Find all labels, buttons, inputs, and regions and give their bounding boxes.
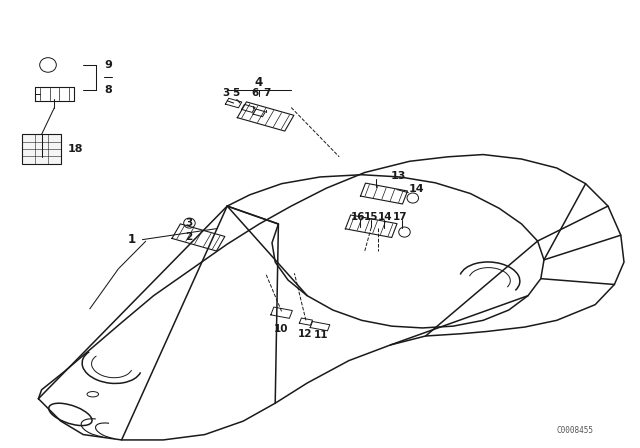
Text: 8: 8 xyxy=(104,85,112,95)
Text: 14: 14 xyxy=(378,212,392,222)
Text: 5: 5 xyxy=(232,88,239,98)
Text: 12: 12 xyxy=(298,329,312,339)
Text: 13: 13 xyxy=(390,171,406,181)
Text: 17: 17 xyxy=(393,212,408,222)
Text: 3: 3 xyxy=(223,88,230,98)
Text: C0008455: C0008455 xyxy=(557,426,594,435)
Text: 10: 10 xyxy=(274,324,289,334)
Bar xyxy=(22,134,61,164)
Text: 2: 2 xyxy=(186,232,193,241)
Text: 3: 3 xyxy=(186,218,193,228)
Text: 6: 6 xyxy=(251,88,258,98)
Text: 4: 4 xyxy=(255,76,263,89)
Text: 15: 15 xyxy=(364,212,378,222)
Text: 11: 11 xyxy=(314,330,328,340)
Text: 1: 1 xyxy=(128,233,136,246)
Text: 18: 18 xyxy=(67,144,83,154)
Text: 9: 9 xyxy=(104,60,112,70)
Text: 16: 16 xyxy=(351,212,365,222)
Text: 7: 7 xyxy=(264,88,271,98)
Text: 14: 14 xyxy=(408,184,424,194)
